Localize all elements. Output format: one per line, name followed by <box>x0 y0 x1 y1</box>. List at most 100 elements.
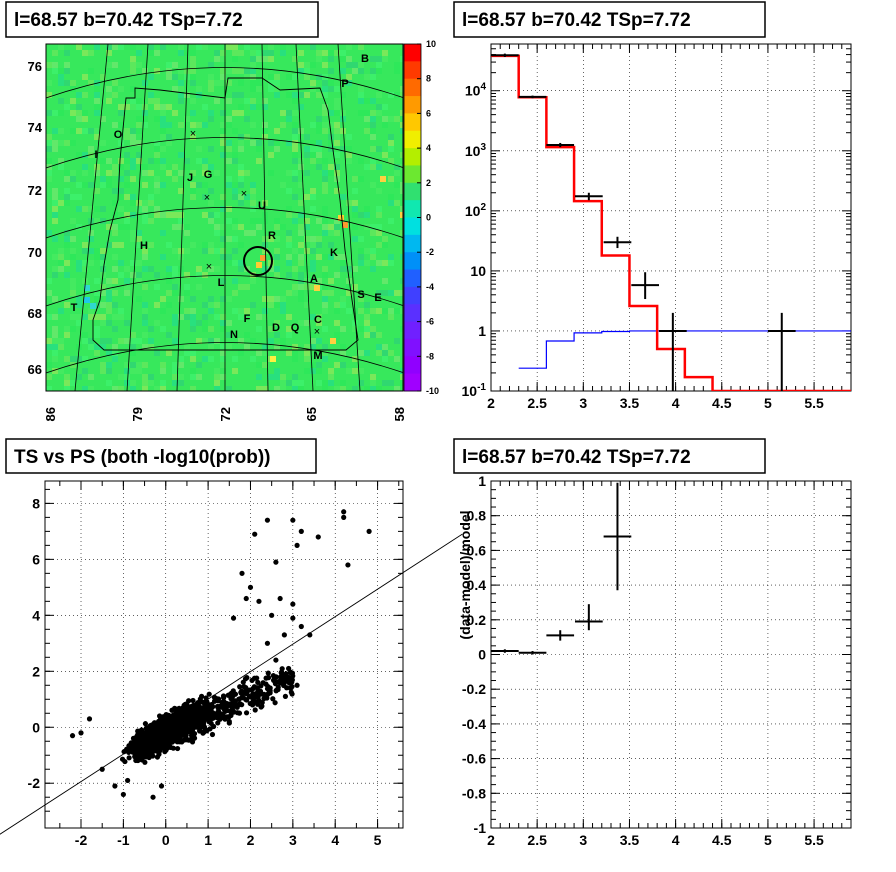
map-pixel <box>124 182 130 188</box>
scatter-point <box>294 542 300 548</box>
map-pixel <box>322 62 328 68</box>
map-pixel <box>46 170 52 176</box>
map-pixel <box>130 164 136 170</box>
map-pixel <box>184 350 190 356</box>
map-pixel <box>88 182 94 188</box>
map-pixel <box>82 116 88 122</box>
map-pixel <box>190 296 196 302</box>
map-pixel <box>100 320 106 326</box>
map-pixel <box>130 260 136 266</box>
map-pixel <box>172 320 178 326</box>
map-pixel <box>376 62 382 68</box>
map-pixel <box>370 332 376 338</box>
map-pixel <box>370 56 376 62</box>
colorbar-segment <box>404 356 421 375</box>
y-tick-label: 6 <box>32 551 40 567</box>
map-pixel <box>220 50 226 56</box>
map-pixel <box>334 164 340 170</box>
map-pixel <box>112 314 118 320</box>
map-pixel <box>118 374 124 380</box>
map-pixel <box>376 242 382 248</box>
map-pixel <box>286 314 292 320</box>
map-pixel <box>208 326 214 332</box>
map-pixel <box>76 44 82 50</box>
map-pixel <box>352 356 358 362</box>
map-pixel <box>112 122 118 128</box>
map-pixel <box>238 170 244 176</box>
data-point <box>518 95 547 99</box>
map-pixel <box>220 194 226 200</box>
map-pixel <box>190 368 196 374</box>
map-pixel <box>178 296 184 302</box>
map-pixel <box>190 356 196 362</box>
map-pixel <box>46 158 52 164</box>
map-pixel <box>286 254 292 260</box>
map-pixel <box>340 68 346 74</box>
map-pixel <box>376 110 382 116</box>
map-pixel <box>52 218 58 224</box>
map-pixel <box>310 362 316 368</box>
map-pixel <box>388 314 394 320</box>
map-pixel <box>94 188 100 194</box>
map-pixel <box>46 278 52 284</box>
source-label-d: D <box>272 322 280 334</box>
map-pixel <box>100 338 106 344</box>
map-pixel <box>400 122 403 128</box>
map-pixel <box>178 248 184 254</box>
map-pixel <box>178 170 184 176</box>
map-pixel <box>76 314 82 320</box>
map-pixel <box>316 74 322 80</box>
map-pixel <box>280 182 286 188</box>
map-pixel <box>358 212 364 218</box>
map-hot-pixel <box>90 303 96 309</box>
map-pixel <box>208 212 214 218</box>
map-pixel <box>304 236 310 242</box>
map-pixel <box>112 92 118 98</box>
map-pixel <box>286 326 292 332</box>
map-pixel <box>232 50 238 56</box>
parallel <box>46 137 403 169</box>
cross-marker: × <box>204 192 210 204</box>
map-pixel <box>124 338 130 344</box>
meridian <box>176 44 189 391</box>
scatter-point <box>198 716 204 722</box>
map-pixel <box>100 74 106 80</box>
map-pixel <box>316 242 322 248</box>
map-pixel <box>94 134 100 140</box>
map-pixel <box>274 92 280 98</box>
map-pixel <box>364 386 370 391</box>
map-pixel <box>52 344 58 350</box>
map-pixel <box>178 362 184 368</box>
map-pixel <box>394 386 400 391</box>
y-tick-label: 2 <box>32 663 40 679</box>
map-pixel <box>394 164 400 170</box>
map-pixel <box>226 176 232 182</box>
map-pixel <box>220 254 226 260</box>
map-pixel <box>286 206 292 212</box>
map-pixel <box>142 248 148 254</box>
y-tick-label: 0.2 <box>467 612 487 628</box>
y-tick-label: 103 <box>465 142 487 159</box>
map-pixel <box>52 188 58 194</box>
map-pixel <box>232 158 238 164</box>
map-pixel <box>58 308 64 314</box>
map-pixel <box>154 176 160 182</box>
x-tick-label: 0 <box>162 832 170 848</box>
map-pixel <box>64 140 70 146</box>
map-pixel <box>376 206 382 212</box>
map-pixel <box>370 224 376 230</box>
map-pixel <box>220 140 226 146</box>
map-pixel <box>364 350 370 356</box>
map-pixel <box>298 128 304 134</box>
colorbar-segment <box>404 113 421 132</box>
map-pixel <box>178 188 184 194</box>
map-pixel <box>220 128 226 134</box>
map-pixel <box>124 224 130 230</box>
map-pixel <box>238 242 244 248</box>
map-pixel <box>340 326 346 332</box>
map-pixel <box>370 266 376 272</box>
map-pixel <box>310 248 316 254</box>
map-pixel <box>298 182 304 188</box>
map-pixel <box>202 212 208 218</box>
